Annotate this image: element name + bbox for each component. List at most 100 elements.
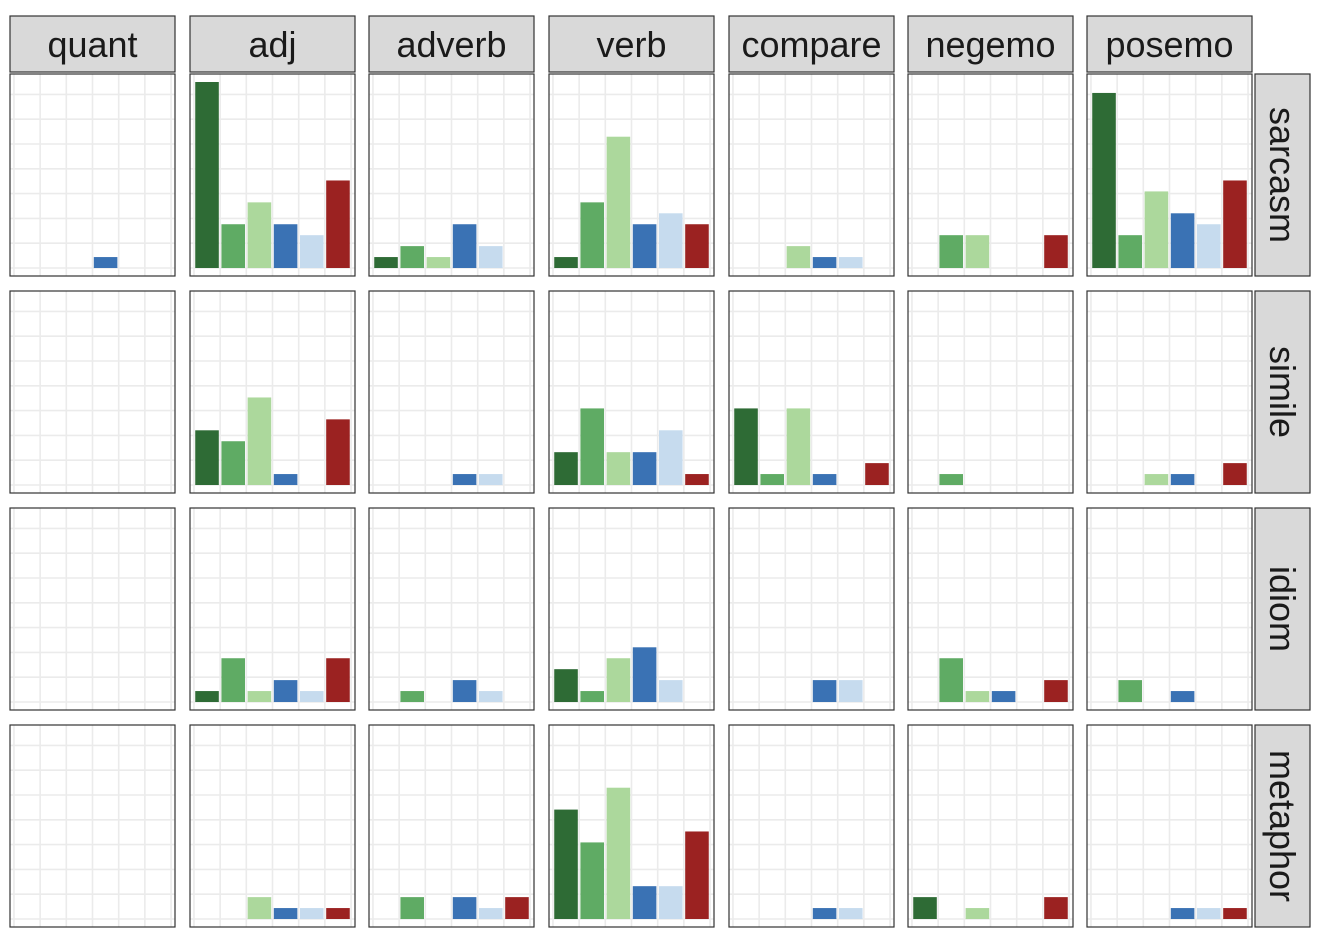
bar-metaphor-posemo-5: [1223, 908, 1247, 919]
panel-border-idiom-adj: [189, 507, 356, 711]
facet-label-quant: quant: [47, 24, 137, 65]
bar-sarcasm-adj-3: [273, 224, 298, 268]
bar-simile-adj-2: [247, 397, 272, 485]
bar-idiom-negemo-3: [991, 691, 1016, 702]
panel-border-metaphor-posemo: [1086, 724, 1253, 928]
bar-metaphor-verb-3: [632, 886, 657, 919]
facet-strip-metaphor: [1254, 724, 1311, 928]
facet-label-sarcasm: sarcasm: [1262, 107, 1303, 243]
bar-sarcasm-posemo-2: [1144, 191, 1169, 268]
bar-idiom-negemo-5: [1044, 680, 1068, 702]
bar-simile-compare-5: [865, 463, 889, 485]
panel-border-idiom-posemo: [1086, 507, 1253, 711]
bar-sarcasm-verb-4: [659, 213, 683, 268]
bar-sarcasm-adj-4: [300, 235, 324, 268]
facet-strip-quant: [9, 15, 176, 73]
bar-sarcasm-adj-2: [247, 202, 272, 268]
bar-sarcasm-verb-0: [554, 257, 578, 268]
bar-sarcasm-adj-0: [195, 82, 219, 268]
bar-idiom-adj-5: [326, 658, 350, 702]
bar-idiom-compare-3: [812, 680, 837, 702]
bar-sarcasm-verb-5: [685, 224, 709, 268]
facet-strip-compare: [728, 15, 895, 73]
panel-border-metaphor-adverb: [368, 724, 535, 928]
panel-border-idiom-verb: [548, 507, 715, 711]
bar-metaphor-adverb-1: [400, 897, 424, 919]
bar-metaphor-adj-4: [300, 908, 324, 919]
bar-metaphor-verb-1: [580, 842, 604, 919]
bar-simile-adj-1: [221, 441, 245, 485]
facet-strip-simile: [1254, 290, 1311, 494]
panel-border-metaphor-verb: [548, 724, 715, 928]
panel-border-simile-adj: [189, 290, 356, 494]
bar-sarcasm-posemo-3: [1170, 213, 1195, 268]
bar-idiom-adverb-1: [400, 691, 424, 702]
bar-sarcasm-negemo-2: [965, 235, 990, 268]
bar-sarcasm-verb-3: [632, 224, 657, 268]
facet-strip-negemo: [907, 15, 1074, 73]
bar-simile-verb-1: [580, 408, 604, 485]
bar-sarcasm-compare-4: [839, 257, 863, 268]
bar-simile-compare-2: [786, 408, 811, 485]
bar-sarcasm-posemo-5: [1223, 180, 1247, 268]
bar-simile-adverb-3: [452, 474, 477, 485]
bar-sarcasm-adverb-1: [400, 246, 424, 268]
panel-border-sarcasm-adj: [189, 73, 356, 277]
bar-sarcasm-posemo-0: [1092, 92, 1116, 268]
facet-strip-adverb: [368, 15, 535, 73]
bar-sarcasm-posemo-4: [1197, 224, 1221, 268]
facet-label-compare: compare: [741, 24, 881, 65]
bar-metaphor-posemo-3: [1170, 908, 1195, 919]
bar-idiom-posemo-3: [1170, 691, 1195, 702]
bar-sarcasm-adverb-3: [452, 224, 477, 268]
bar-idiom-posemo-1: [1118, 680, 1142, 702]
bar-sarcasm-verb-1: [580, 202, 604, 268]
panel-border-simile-verb: [548, 290, 715, 494]
bar-metaphor-adj-2: [247, 897, 272, 919]
bar-idiom-verb-4: [659, 680, 683, 702]
bar-idiom-compare-4: [839, 680, 863, 702]
bar-simile-verb-0: [554, 452, 578, 485]
bar-simile-verb-5: [685, 474, 709, 485]
panel-border-sarcasm-negemo: [907, 73, 1074, 277]
bar-metaphor-verb-0: [554, 809, 578, 919]
panel-border-sarcasm-verb: [548, 73, 715, 277]
bar-simile-verb-2: [606, 452, 631, 485]
bar-idiom-adj-3: [273, 680, 298, 702]
bar-simile-adj-3: [273, 474, 298, 485]
bar-metaphor-verb-5: [685, 831, 709, 919]
facet-label-metaphor: metaphor: [1262, 750, 1303, 902]
bar-simile-posemo-2: [1144, 474, 1169, 485]
bar-sarcasm-adverb-4: [479, 246, 503, 268]
bar-metaphor-posemo-4: [1197, 908, 1221, 919]
bar-sarcasm-compare-3: [812, 257, 837, 268]
bar-simile-compare-0: [734, 408, 758, 485]
bar-simile-adj-5: [326, 419, 350, 485]
bar-simile-negemo-1: [939, 474, 963, 485]
facet-label-adverb: adverb: [396, 24, 506, 65]
facet-label-negemo: negemo: [925, 24, 1055, 65]
bar-metaphor-adverb-4: [479, 908, 503, 919]
bar-sarcasm-verb-2: [606, 136, 631, 268]
bar-metaphor-compare-3: [812, 908, 837, 919]
facet-strip-verb: [548, 15, 715, 73]
panel-border-idiom-quant: [9, 507, 176, 711]
bar-metaphor-negemo-2: [965, 908, 990, 919]
bar-simile-verb-3: [632, 452, 657, 485]
bar-metaphor-verb-2: [606, 787, 631, 919]
facet-label-simile: simile: [1262, 346, 1303, 438]
panel-border-metaphor-adj: [189, 724, 356, 928]
bar-idiom-adj-2: [247, 691, 272, 702]
facet-strip-sarcasm: [1254, 73, 1311, 277]
facet-label-verb: verb: [596, 24, 666, 65]
bar-simile-adverb-4: [479, 474, 503, 485]
bar-metaphor-negemo-0: [913, 897, 937, 919]
bar-metaphor-adj-5: [326, 908, 350, 919]
panel-border-simile-negemo: [907, 290, 1074, 494]
bar-sarcasm-posemo-1: [1118, 235, 1142, 268]
bar-sarcasm-compare-2: [786, 246, 811, 268]
panel-border-sarcasm-adverb: [368, 73, 535, 277]
bar-simile-posemo-5: [1223, 463, 1247, 485]
facet-label-idiom: idiom: [1262, 566, 1303, 652]
